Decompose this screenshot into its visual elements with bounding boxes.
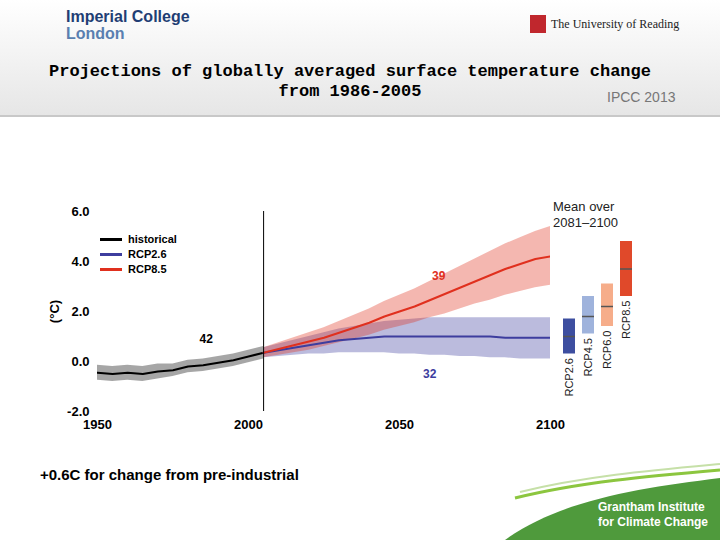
html-text:London: London xyxy=(66,25,125,42)
html-text:RCP2.6: RCP2.6 xyxy=(128,248,167,260)
svg-text:-2.0: -2.0 xyxy=(67,403,90,419)
svg-text:39: 39 xyxy=(432,269,446,283)
svg-text:4.0: 4.0 xyxy=(71,254,89,269)
html-text:RCP8.5: RCP8.5 xyxy=(128,263,167,275)
svg-text:RCP8.5: RCP8.5 xyxy=(620,301,632,340)
html-text:Imperial College: Imperial College xyxy=(66,8,190,25)
svg-text:0.0: 0.0 xyxy=(71,354,89,369)
svg-text:2.0: 2.0 xyxy=(71,304,89,319)
svg-text:1950: 1950 xyxy=(83,417,112,432)
html-text:Projections of globally averag: Projections of globally averaged surface… xyxy=(49,62,651,101)
svg-text:2000: 2000 xyxy=(234,417,263,432)
html-text:The University of Reading: The University of Reading xyxy=(551,16,680,31)
svg-text:RCP2.6: RCP2.6 xyxy=(563,358,575,397)
html-text:Grantham Institute: Grantham Institute xyxy=(598,500,705,514)
svg-text:32: 32 xyxy=(423,367,437,381)
html-text:historical: historical xyxy=(128,233,177,245)
svg-text:RCP6.0: RCP6.0 xyxy=(601,331,613,370)
html-text:+0.6C for change from pre-indu: +0.6C for change from pre-industrial xyxy=(40,466,299,483)
svg-text:42: 42 xyxy=(200,332,214,346)
svg-text:(°C): (°C) xyxy=(47,300,62,323)
svg-text:6.0: 6.0 xyxy=(71,204,89,219)
html-text:Mean over 2081–2100: Mean over 2081–2100 xyxy=(553,199,619,230)
svg-text:2100: 2100 xyxy=(536,417,565,432)
html-text:IPCC 2013: IPCC 2013 xyxy=(607,89,676,105)
svg-text:2050: 2050 xyxy=(385,417,414,432)
html-text:for Climate Change: for Climate Change xyxy=(598,515,708,529)
svg-text:RCP4.5: RCP4.5 xyxy=(582,338,594,377)
